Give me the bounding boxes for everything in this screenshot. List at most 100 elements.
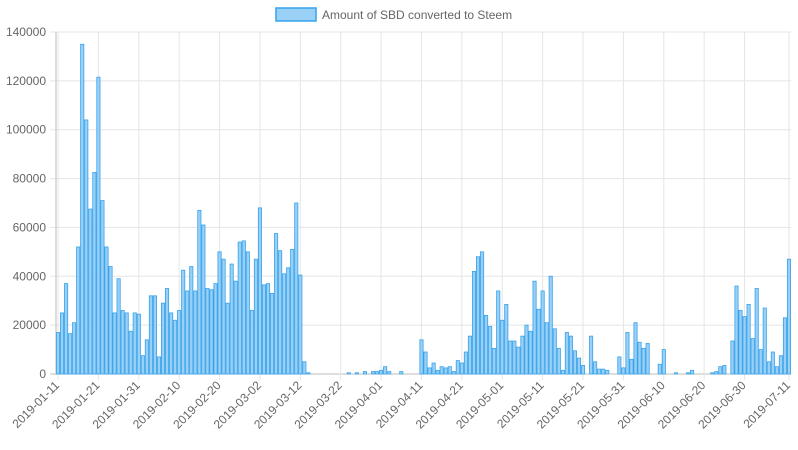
bar: [488, 325, 493, 375]
bar: [257, 207, 262, 375]
y-tick-label: 100000: [6, 123, 46, 137]
bar: [144, 339, 149, 375]
bar: [637, 341, 642, 375]
bar: [589, 335, 594, 375]
bar: [714, 371, 719, 375]
bar: [419, 339, 424, 375]
bar: [524, 324, 529, 375]
bar: [564, 332, 569, 375]
bar: [605, 369, 610, 375]
bar: [197, 209, 202, 375]
bar: [597, 368, 602, 375]
bar: [120, 310, 125, 375]
bar: [116, 278, 121, 375]
bar: [568, 335, 573, 375]
bar: [742, 316, 747, 375]
y-tick-label: 140000: [6, 25, 46, 39]
bar: [237, 241, 242, 375]
bar: [455, 360, 460, 375]
bar: [302, 361, 307, 375]
bar: [552, 328, 557, 375]
bar: [225, 302, 230, 375]
bar: [548, 275, 553, 375]
bar: [718, 366, 723, 375]
bar: [165, 288, 170, 375]
bar: [266, 283, 271, 375]
bar: [451, 371, 456, 375]
bar: [738, 310, 743, 375]
bar: [661, 349, 666, 375]
bar: [722, 365, 727, 375]
bar: [540, 290, 545, 375]
bar: [286, 267, 291, 375]
x-axis: 2019-01-112019-01-212019-01-312019-02-10…: [9, 378, 793, 432]
bar: [346, 372, 351, 375]
bar: [754, 288, 759, 375]
bar: [282, 273, 287, 375]
y-tick-label: 60000: [13, 220, 47, 234]
bar: [233, 280, 238, 375]
bar: [56, 332, 61, 375]
bar: [516, 346, 521, 375]
bar: [124, 312, 129, 375]
bar: [221, 258, 226, 375]
bar: [387, 371, 392, 375]
bar: [100, 200, 105, 375]
bar: [60, 312, 65, 375]
bar: [762, 307, 767, 375]
bar: [520, 335, 525, 375]
x-tick-label: 2019-07-11: [740, 378, 793, 431]
bar: [601, 368, 606, 375]
bar: [657, 363, 662, 375]
chart-legend[interactable]: Amount of SBD converted to Steem: [275, 7, 512, 22]
bar: [298, 274, 303, 375]
bar: [193, 290, 198, 375]
bar: [766, 361, 771, 375]
bar: [625, 332, 630, 375]
bar: [621, 367, 626, 375]
bar: [512, 340, 517, 375]
bar: [261, 284, 266, 375]
bar: [112, 312, 117, 375]
bar: [471, 270, 476, 375]
bar: [467, 335, 472, 375]
bar: [581, 365, 586, 375]
bar: [730, 340, 735, 375]
bar: [633, 322, 638, 375]
bar: [782, 317, 787, 375]
y-axis: 0 20000 40000 60000 80000 100000 120000 140000: [6, 25, 46, 381]
bar: [152, 295, 157, 375]
bar: [686, 372, 691, 375]
bar: [476, 256, 481, 375]
bar: [746, 303, 751, 375]
bar: [88, 208, 93, 375]
bar: [786, 258, 791, 375]
bar: [508, 340, 513, 375]
bar: [560, 369, 565, 375]
bar: [128, 330, 133, 375]
bar: [427, 367, 432, 375]
bar: [229, 263, 234, 375]
bar: [80, 43, 85, 375]
bar: [544, 322, 549, 375]
bar: [156, 356, 161, 375]
bar: [270, 292, 275, 375]
legend-swatch: [275, 7, 317, 22]
bar: [532, 280, 537, 375]
bar: [245, 251, 250, 375]
y-tick-label: 40000: [13, 269, 47, 283]
bar: [447, 366, 452, 375]
bar: [217, 251, 222, 375]
bar: [306, 372, 311, 375]
bar: [463, 351, 468, 375]
bar: [774, 366, 779, 375]
y-tick-label: 80000: [13, 172, 47, 186]
bar: [213, 283, 218, 375]
bar: [778, 355, 783, 375]
bar: [443, 367, 448, 375]
bar: [132, 312, 137, 375]
bar: [136, 313, 141, 375]
bar: [189, 266, 194, 375]
bar: [629, 358, 634, 375]
